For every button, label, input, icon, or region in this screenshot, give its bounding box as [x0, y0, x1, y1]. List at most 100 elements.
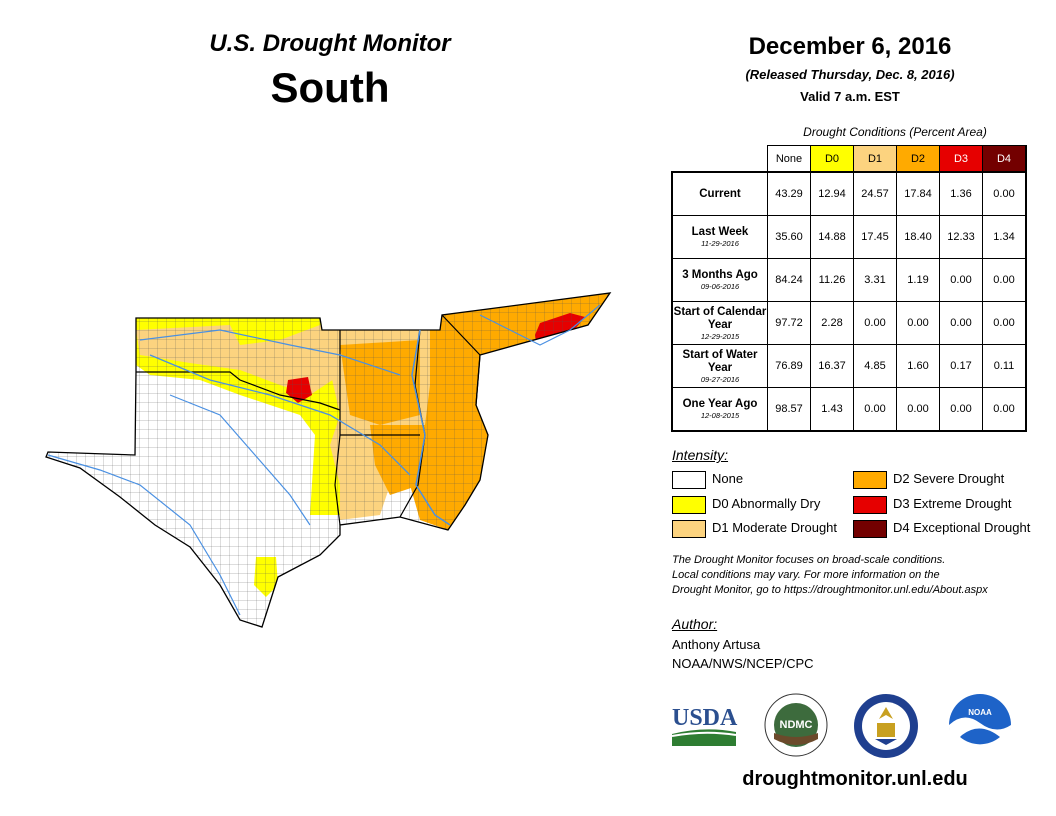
- cell-d3: 12.33: [939, 215, 983, 259]
- legend-label: None: [712, 471, 744, 486]
- legend-title: Intensity:: [672, 447, 729, 463]
- map-title: U.S. Drought Monitor: [209, 30, 451, 57]
- column-header-d0: D0: [810, 145, 854, 173]
- cell-d1: 3.31: [853, 258, 897, 302]
- cell-d1: 0.00: [853, 387, 897, 432]
- release-date: (Released Thursday, Dec. 8, 2016): [745, 67, 955, 82]
- cell-d2: 1.60: [896, 344, 940, 388]
- legend-label: D4 Exceptional Drought: [893, 520, 1031, 535]
- noaa-logo: NOAA: [949, 694, 1011, 757]
- legend-swatch: [853, 470, 887, 489]
- legend-label: D2 Severe Drought: [893, 471, 1005, 486]
- legend-item-d1: D1 Moderate Drought: [672, 519, 838, 538]
- river-arkansas: [139, 329, 401, 376]
- cell-none: 76.89: [767, 344, 811, 388]
- table-header-row: None D0 D1 D2 D3 D4: [672, 145, 1027, 173]
- column-header-d2: D2: [896, 145, 940, 173]
- legend-item-d2: D2 Severe Drought: [853, 470, 1005, 489]
- drought-map: [45, 292, 612, 628]
- legend-label: D3 Extreme Drought: [893, 496, 1012, 511]
- disclaimer-line: Local conditions may vary. For more info…: [672, 569, 940, 581]
- cell-d0: 16.37: [810, 344, 854, 388]
- cell-d0: 12.94: [810, 171, 854, 216]
- cell-d1: 24.57: [853, 171, 897, 216]
- author-name: Anthony Artusa: [672, 637, 761, 652]
- river-red: [149, 354, 411, 476]
- cell-d0: 1.43: [810, 387, 854, 432]
- cell-none: 97.72: [767, 301, 811, 345]
- cell-d3: 0.00: [939, 387, 983, 432]
- valid-time: Valid 7 a.m. EST: [800, 89, 900, 104]
- river-brazos: [169, 394, 311, 526]
- author-org: NOAA/NWS/NCEP/CPC: [672, 656, 814, 671]
- row-label: 3 Months Ago 09-06-2016: [671, 258, 768, 302]
- legend-swatch: [672, 519, 706, 538]
- legend-swatch: [853, 519, 887, 538]
- cell-d1: 4.85: [853, 344, 897, 388]
- river-tennessee: [479, 304, 601, 346]
- legend-item-d3: D3 Extreme Drought: [853, 495, 1012, 514]
- commerce-seal-logo: [854, 694, 918, 758]
- legend-swatch: [853, 495, 887, 514]
- row-date: 12-29-2015: [700, 331, 740, 341]
- legend-item-d4: D4 Exceptional Drought: [853, 519, 1031, 538]
- map-date: December 6, 2016: [748, 33, 952, 60]
- column-header-d1: D1: [853, 145, 897, 173]
- legend-swatch: [672, 495, 706, 514]
- region-border: [45, 292, 612, 628]
- table-row: Current 43.29 12.94 24.57 17.84 1.36 0.0…: [671, 171, 1027, 216]
- drought-conditions-table: None D0 D1 D2 D3 D4 Current 43.29 12.94 …: [671, 145, 1027, 432]
- cell-d4: 1.34: [982, 215, 1027, 259]
- row-date: 09-06-2016: [700, 282, 740, 291]
- website-url: droughtmonitor.unl.edu: [742, 768, 968, 790]
- cell-d1: 17.45: [853, 215, 897, 259]
- row-label: Current: [671, 171, 768, 216]
- row-label: One Year Ago 12-08-2015: [671, 387, 768, 432]
- row-label: Start of Water Year 09-27-2016: [671, 344, 768, 388]
- column-header-d4: D4: [982, 145, 1027, 173]
- ndmc-logo: NDMC: [764, 693, 828, 757]
- cell-d0: 11.26: [810, 258, 854, 302]
- cell-d1: 0.00: [853, 301, 897, 345]
- author-title: Author:: [672, 616, 718, 632]
- row-label-text: Current: [699, 187, 741, 200]
- table-row: Start of Calendar Year 12-29-2015 97.72 2…: [671, 301, 1027, 345]
- cell-d4: 0.00: [982, 171, 1027, 216]
- cell-d4: 0.00: [982, 258, 1027, 302]
- cell-d3: 1.36: [939, 171, 983, 216]
- legend-label: D1 Moderate Drought: [712, 520, 838, 535]
- river-mississippi: [411, 329, 451, 526]
- svg-text:USDA: USDA: [672, 705, 738, 731]
- cell-d4: 0.00: [982, 301, 1027, 345]
- row-date: 11-29-2016: [701, 239, 739, 248]
- region-title: South: [270, 64, 390, 111]
- disclaimer-line: Drought Monitor, go to https://droughtmo…: [672, 584, 988, 596]
- row-label: Last Week 11-29-2016: [671, 215, 768, 259]
- legend-label: D0 Abnormally Dry: [712, 496, 821, 511]
- cell-none: 98.57: [767, 387, 811, 432]
- cell-d2: 1.19: [896, 258, 940, 302]
- cell-d2: 0.00: [896, 301, 940, 345]
- table-row: Last Week 11-29-2016 35.60 14.88 17.45 18…: [671, 215, 1027, 259]
- svg-text:NDMC: NDMC: [780, 719, 813, 731]
- cell-none: 35.60: [767, 215, 811, 259]
- cell-d4: 0.00: [982, 387, 1027, 432]
- cell-none: 43.29: [767, 171, 811, 216]
- row-label-text: One Year Ago: [682, 398, 758, 410]
- column-header-none: None: [767, 145, 811, 173]
- cell-d0: 14.88: [810, 215, 854, 259]
- row-label-text: Start of Water Year: [682, 348, 758, 374]
- row-label-text: Last Week: [691, 226, 749, 238]
- legend-swatch: [672, 470, 706, 489]
- row-label: Start of Calendar Year 12-29-2015: [671, 301, 768, 345]
- cell-d3: 0.00: [939, 301, 983, 345]
- cell-d3: 0.00: [939, 258, 983, 302]
- svg-text:NOAA: NOAA: [968, 708, 992, 717]
- cell-d2: 17.84: [896, 171, 940, 216]
- cell-d2: 0.00: [896, 387, 940, 432]
- cell-d2: 18.40: [896, 215, 940, 259]
- row-label-text: 3 Months Ago: [682, 269, 758, 281]
- legend-item-none: None: [672, 470, 744, 489]
- row-label-text: Start of Calendar Year: [673, 305, 767, 331]
- cell-d4: 0.11: [982, 344, 1027, 388]
